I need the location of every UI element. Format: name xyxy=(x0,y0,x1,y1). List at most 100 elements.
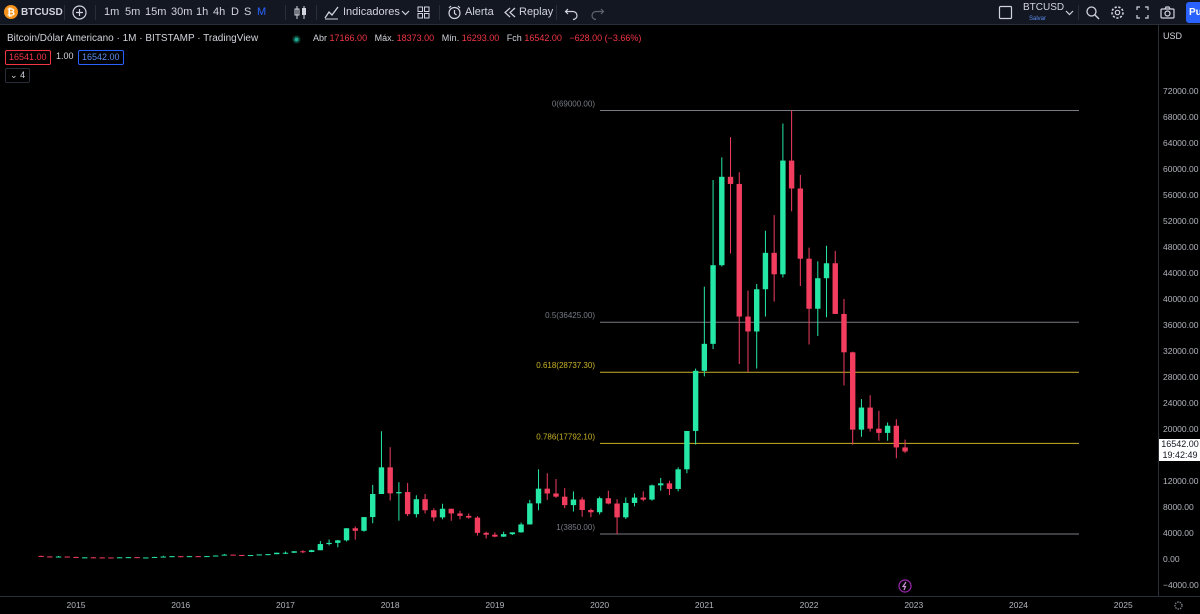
candle-body[interactable] xyxy=(666,483,673,489)
candle-body[interactable] xyxy=(692,370,699,431)
candle-body[interactable] xyxy=(570,499,577,506)
candle-body[interactable] xyxy=(658,483,664,486)
interval-1m[interactable]: 1m xyxy=(104,6,120,18)
candle-body[interactable] xyxy=(247,555,254,557)
candle-body[interactable] xyxy=(90,557,97,559)
candle-body[interactable] xyxy=(553,493,559,497)
candle-body[interactable] xyxy=(256,554,262,556)
candle-body[interactable] xyxy=(396,492,402,494)
candle-body[interactable] xyxy=(509,532,516,535)
time-axis[interactable]: 2015 2016 2017 2018 2019 2020 2021 2022 2023 2024… xyxy=(0,596,1200,613)
candle-body[interactable] xyxy=(527,503,533,525)
candle-body[interactable] xyxy=(640,497,646,500)
add-symbol-icon[interactable] xyxy=(71,4,88,21)
ask-price-box[interactable]: 16542.00 xyxy=(78,50,124,65)
candle-body[interactable] xyxy=(518,524,524,533)
candle-body[interactable] xyxy=(47,556,53,558)
interval-4h[interactable]: 4h xyxy=(213,6,226,18)
candle-body[interactable] xyxy=(710,265,716,344)
interval-s[interactable]: S xyxy=(244,6,252,18)
candle-body[interactable] xyxy=(387,467,393,494)
candle-body[interactable] xyxy=(195,556,201,558)
interval-15m[interactable]: 15m xyxy=(145,6,167,18)
candle-body[interactable] xyxy=(867,407,873,429)
candle-body[interactable] xyxy=(474,517,481,533)
candle-body[interactable] xyxy=(754,289,760,332)
candle-body[interactable] xyxy=(727,176,734,184)
chevron-down-icon[interactable] xyxy=(1061,4,1078,21)
candle-body[interactable] xyxy=(186,556,193,558)
publish-button[interactable]: Pu xyxy=(1186,2,1200,23)
candle-body[interactable] xyxy=(806,258,812,309)
candle-body[interactable] xyxy=(719,176,725,266)
candle-body[interactable] xyxy=(466,515,472,518)
candle-body[interactable] xyxy=(326,542,332,545)
candle-body[interactable] xyxy=(649,485,655,500)
replay-button[interactable]: Replay xyxy=(519,6,554,18)
candle-body[interactable] xyxy=(55,556,62,558)
undo-icon[interactable] xyxy=(563,4,580,21)
layout-symbol[interactable]: BTCUSD xyxy=(1023,2,1065,13)
alert-icon[interactable] xyxy=(446,4,463,21)
candle-body[interactable] xyxy=(780,160,786,275)
candle-body[interactable] xyxy=(535,488,542,504)
candle-body[interactable] xyxy=(745,316,751,332)
candle-body[interactable] xyxy=(562,496,568,506)
candle-body[interactable] xyxy=(684,430,690,470)
candle-body[interactable] xyxy=(178,556,184,558)
candle-body[interactable] xyxy=(134,557,140,559)
price-chart[interactable]: 0(69000.00) 0.5(36425.00) 0.618(28737.30) 0… xyxy=(0,25,1158,596)
candle-body[interactable] xyxy=(605,498,612,504)
save-status[interactable]: Salvar xyxy=(1029,16,1047,22)
candle-body[interactable] xyxy=(308,550,315,552)
symbol-button[interactable]: BTCUSD xyxy=(21,7,63,18)
candle-body[interactable] xyxy=(858,407,865,430)
candle-body[interactable] xyxy=(544,488,550,494)
bid-price-box[interactable]: 16541.00 xyxy=(5,50,51,65)
candle-body[interactable] xyxy=(832,263,838,314)
candle-body[interactable] xyxy=(500,534,507,537)
candle-body[interactable] xyxy=(274,552,280,555)
redo-icon[interactable] xyxy=(589,4,606,21)
candle-body[interactable] xyxy=(850,352,856,430)
candle-body[interactable] xyxy=(675,469,681,489)
fullscreen-icon[interactable] xyxy=(1134,4,1151,21)
candle-body[interactable] xyxy=(82,557,88,559)
replay-icon[interactable] xyxy=(501,4,518,21)
indicators-icon[interactable] xyxy=(323,4,340,21)
candle-body[interactable] xyxy=(116,557,123,559)
candle-body[interactable] xyxy=(378,467,385,494)
candle-body[interactable] xyxy=(125,557,132,559)
candle-body[interactable] xyxy=(623,502,629,518)
indicators-collapse-toggle[interactable]: ⌄ 4 xyxy=(5,68,31,83)
templates-icon[interactable] xyxy=(415,4,432,21)
candle-body[interactable] xyxy=(361,517,367,531)
axis-settings-icon[interactable] xyxy=(1173,600,1184,611)
candle-body[interactable] xyxy=(300,551,306,553)
event-marker-icon[interactable] xyxy=(898,579,912,593)
candle-body[interactable] xyxy=(370,494,376,518)
candle-body[interactable] xyxy=(457,513,463,516)
candle-body[interactable] xyxy=(902,447,908,452)
candle-body[interactable] xyxy=(282,552,289,554)
candle-body[interactable] xyxy=(212,555,219,557)
candle-body[interactable] xyxy=(448,508,454,514)
candle-body[interactable] xyxy=(38,555,44,557)
candle-body[interactable] xyxy=(99,557,105,559)
candle-body[interactable] xyxy=(614,503,620,518)
candle-body[interactable] xyxy=(439,508,446,518)
candle-body[interactable] xyxy=(230,554,236,556)
candle-body[interactable] xyxy=(143,557,149,559)
candle-body[interactable] xyxy=(701,343,708,371)
candle-body[interactable] xyxy=(762,252,769,290)
candle-body[interactable] xyxy=(431,510,437,518)
candle-body[interactable] xyxy=(64,556,70,558)
candle-body[interactable] xyxy=(588,509,594,513)
interval-30m[interactable]: 30m xyxy=(171,6,193,18)
candle-body[interactable] xyxy=(291,551,297,553)
interval-m[interactable]: M xyxy=(257,6,267,18)
price-axis[interactable]: USD −4000.00 0.00 4000.00 8000.00 12000.00 16… xyxy=(1158,25,1200,596)
candle-body[interactable] xyxy=(771,252,777,275)
candle-body[interactable] xyxy=(413,499,420,515)
indicators-button[interactable]: Indicadores xyxy=(343,6,400,18)
